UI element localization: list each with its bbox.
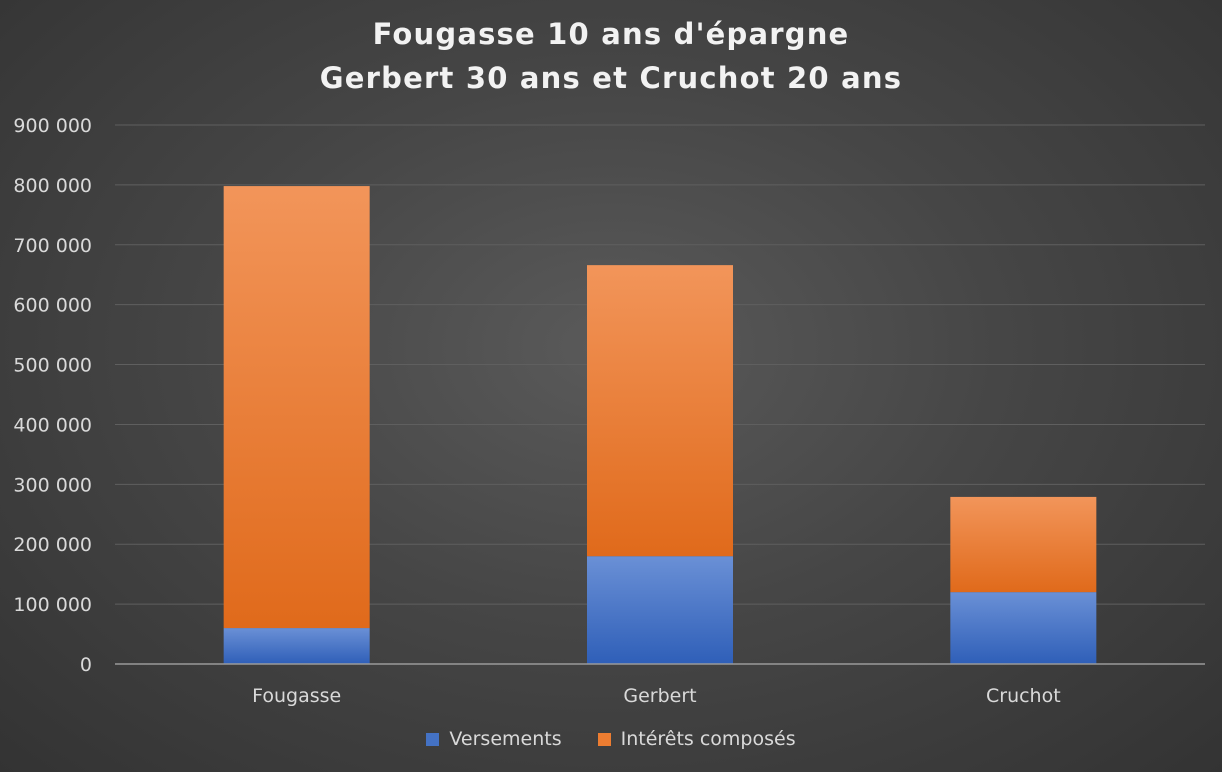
y-tick-label: 0 — [80, 654, 92, 676]
legend-label-versements: Versements — [449, 728, 562, 750]
x-tick-label: Fougasse — [252, 685, 341, 707]
y-tick-label: 500 000 — [13, 355, 92, 377]
y-tick-label: 900 000 — [13, 115, 92, 137]
y-tick-label: 200 000 — [13, 534, 92, 556]
bar-versements-fougasse — [223, 628, 370, 664]
bar-interets-fougasse — [223, 186, 370, 629]
legend-swatch-interets — [597, 732, 611, 746]
y-tick-label: 400 000 — [13, 414, 92, 436]
y-tick-label: 100 000 — [13, 594, 92, 616]
y-tick-label: 300 000 — [13, 474, 92, 496]
x-tick-label: Cruchot — [986, 685, 1061, 707]
chart-title-line-1: Fougasse 10 ans d'épargne — [372, 17, 850, 51]
chart-title-line-2: Gerbert 30 ans et Cruchot 20 ans — [319, 61, 903, 95]
bar-versements-cruchot — [950, 592, 1097, 664]
legend-item-interets: Intérêts composés — [597, 728, 796, 750]
chart-legend: Versements Intérêts composés — [0, 728, 1222, 750]
x-tick-label: Gerbert — [623, 685, 696, 707]
legend-item-versements: Versements — [426, 728, 562, 750]
y-tick-label: 700 000 — [13, 235, 92, 257]
bar-interets-cruchot — [950, 496, 1097, 593]
chart-title: Fougasse 10 ans d'épargne Gerbert 30 ans… — [0, 12, 1222, 100]
bar-versements-gerbert — [587, 556, 733, 664]
bar-interets-gerbert — [587, 265, 733, 557]
legend-label-interets: Intérêts composés — [620, 728, 796, 750]
y-tick-label: 800 000 — [13, 175, 92, 197]
y-tick-label: 600 000 — [13, 295, 92, 317]
legend-swatch-versements — [426, 732, 440, 746]
